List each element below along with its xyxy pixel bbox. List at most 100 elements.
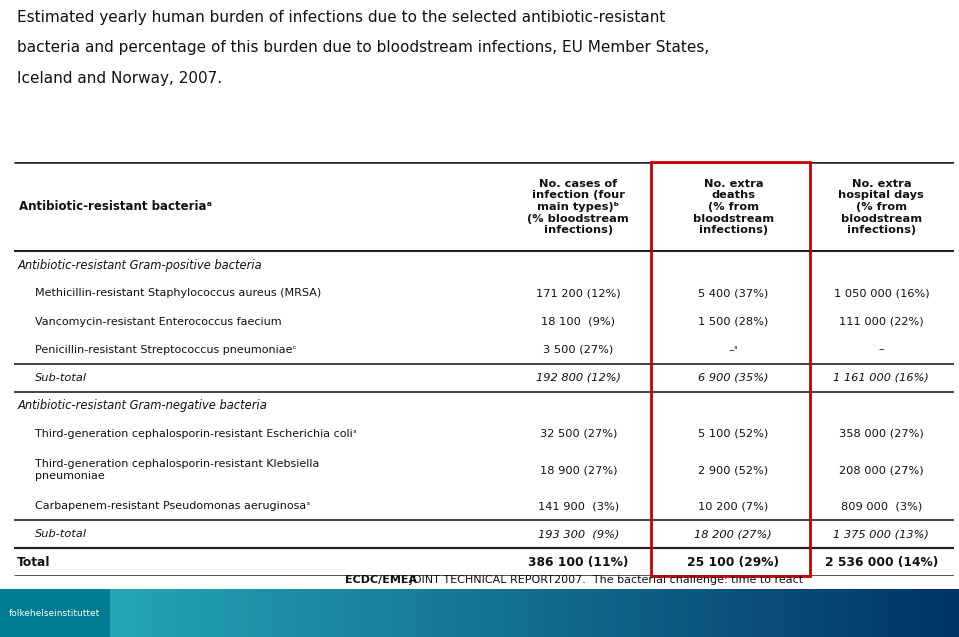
Bar xyxy=(588,589,592,637)
Bar xyxy=(291,589,294,637)
Bar xyxy=(448,589,451,637)
Bar xyxy=(547,589,550,637)
Text: 141 900  (3%): 141 900 (3%) xyxy=(538,501,619,512)
Bar xyxy=(352,589,355,637)
Bar xyxy=(74,589,77,637)
Bar xyxy=(511,589,515,637)
Bar xyxy=(0,589,110,637)
Bar xyxy=(700,589,703,637)
Bar xyxy=(671,589,674,637)
Bar xyxy=(32,589,35,637)
Bar xyxy=(386,589,390,637)
Bar xyxy=(626,589,630,637)
Bar xyxy=(7,589,10,637)
Text: 18 100  (9%): 18 100 (9%) xyxy=(541,317,616,327)
Bar xyxy=(527,589,530,637)
Bar xyxy=(578,589,582,637)
Text: 208 000 (27%): 208 000 (27%) xyxy=(839,465,924,475)
Bar xyxy=(329,589,333,637)
Bar xyxy=(908,589,911,637)
Bar xyxy=(125,589,128,637)
Bar xyxy=(26,589,29,637)
Bar xyxy=(185,589,189,637)
Text: 1 161 000 (16%): 1 161 000 (16%) xyxy=(833,373,929,383)
Bar xyxy=(582,589,585,637)
Text: Penicillin-resistant Streptococcus pneumoniaeᶜ: Penicillin-resistant Streptococcus pneum… xyxy=(35,345,296,355)
Bar xyxy=(201,589,204,637)
Bar xyxy=(240,589,243,637)
Bar xyxy=(851,589,854,637)
Bar xyxy=(726,589,729,637)
Bar xyxy=(434,589,438,637)
Bar xyxy=(175,589,179,637)
Bar xyxy=(160,589,163,637)
Bar xyxy=(35,589,38,637)
Text: Sub-total: Sub-total xyxy=(35,529,87,540)
Bar xyxy=(384,589,386,637)
Bar xyxy=(266,589,269,637)
Bar xyxy=(643,589,645,637)
Bar xyxy=(927,589,930,637)
Bar xyxy=(307,589,310,637)
Bar xyxy=(812,589,815,637)
Text: Antibiotic-resistant Gram-positive bacteria: Antibiotic-resistant Gram-positive bacte… xyxy=(17,259,262,272)
Bar xyxy=(131,589,134,637)
Bar xyxy=(544,589,547,637)
Bar xyxy=(774,589,777,637)
Text: 171 200 (12%): 171 200 (12%) xyxy=(536,289,620,299)
Text: Iceland and Norway, 2007.: Iceland and Norway, 2007. xyxy=(17,71,222,86)
Bar xyxy=(342,589,345,637)
Bar xyxy=(58,589,60,637)
Bar xyxy=(86,589,89,637)
Bar xyxy=(141,589,144,637)
Text: JOINT TECHNICAL REPORT2007.  The bacterial challenge: time to react: JOINT TECHNICAL REPORT2007. The bacteria… xyxy=(406,575,803,585)
Text: Third-generation cephalosporin-resistant Klebsiella
pneumoniae: Third-generation cephalosporin-resistant… xyxy=(35,459,319,481)
Bar xyxy=(719,589,722,637)
Bar xyxy=(518,589,521,637)
Bar xyxy=(863,589,866,637)
Bar xyxy=(374,589,377,637)
Bar xyxy=(636,589,640,637)
Bar xyxy=(770,589,774,637)
Bar xyxy=(822,589,825,637)
Bar xyxy=(662,589,665,637)
Bar xyxy=(943,589,947,637)
Bar xyxy=(89,589,93,637)
Bar xyxy=(684,589,688,637)
Bar xyxy=(166,589,170,637)
Bar xyxy=(815,589,818,637)
Bar xyxy=(741,589,745,637)
Bar xyxy=(937,589,940,637)
Bar xyxy=(806,589,808,637)
Bar xyxy=(80,589,83,637)
Bar xyxy=(745,589,748,637)
Text: No. extra
deaths
(% from
bloodstream
infections): No. extra deaths (% from bloodstream inf… xyxy=(692,179,774,235)
Text: Antibiotic-resistant bacteriaᵃ: Antibiotic-resistant bacteriaᵃ xyxy=(19,201,212,213)
Bar xyxy=(246,589,249,637)
Bar xyxy=(319,589,323,637)
Bar xyxy=(650,162,810,576)
Bar xyxy=(674,589,678,637)
Bar xyxy=(118,589,122,637)
Bar xyxy=(451,589,454,637)
Bar xyxy=(521,589,525,637)
Bar xyxy=(29,589,32,637)
Bar xyxy=(736,589,738,637)
Bar xyxy=(51,589,55,637)
Bar xyxy=(367,589,371,637)
Bar xyxy=(96,589,99,637)
Bar xyxy=(432,589,434,637)
Bar xyxy=(480,589,482,637)
Bar xyxy=(358,589,362,637)
Bar xyxy=(713,589,716,637)
Bar xyxy=(885,589,889,637)
Bar xyxy=(703,589,707,637)
Bar xyxy=(585,589,588,637)
Bar xyxy=(573,589,575,637)
Bar xyxy=(659,589,662,637)
Bar xyxy=(550,589,553,637)
Bar xyxy=(262,589,266,637)
Bar xyxy=(623,589,626,637)
Bar xyxy=(678,589,681,637)
Bar xyxy=(22,589,26,637)
